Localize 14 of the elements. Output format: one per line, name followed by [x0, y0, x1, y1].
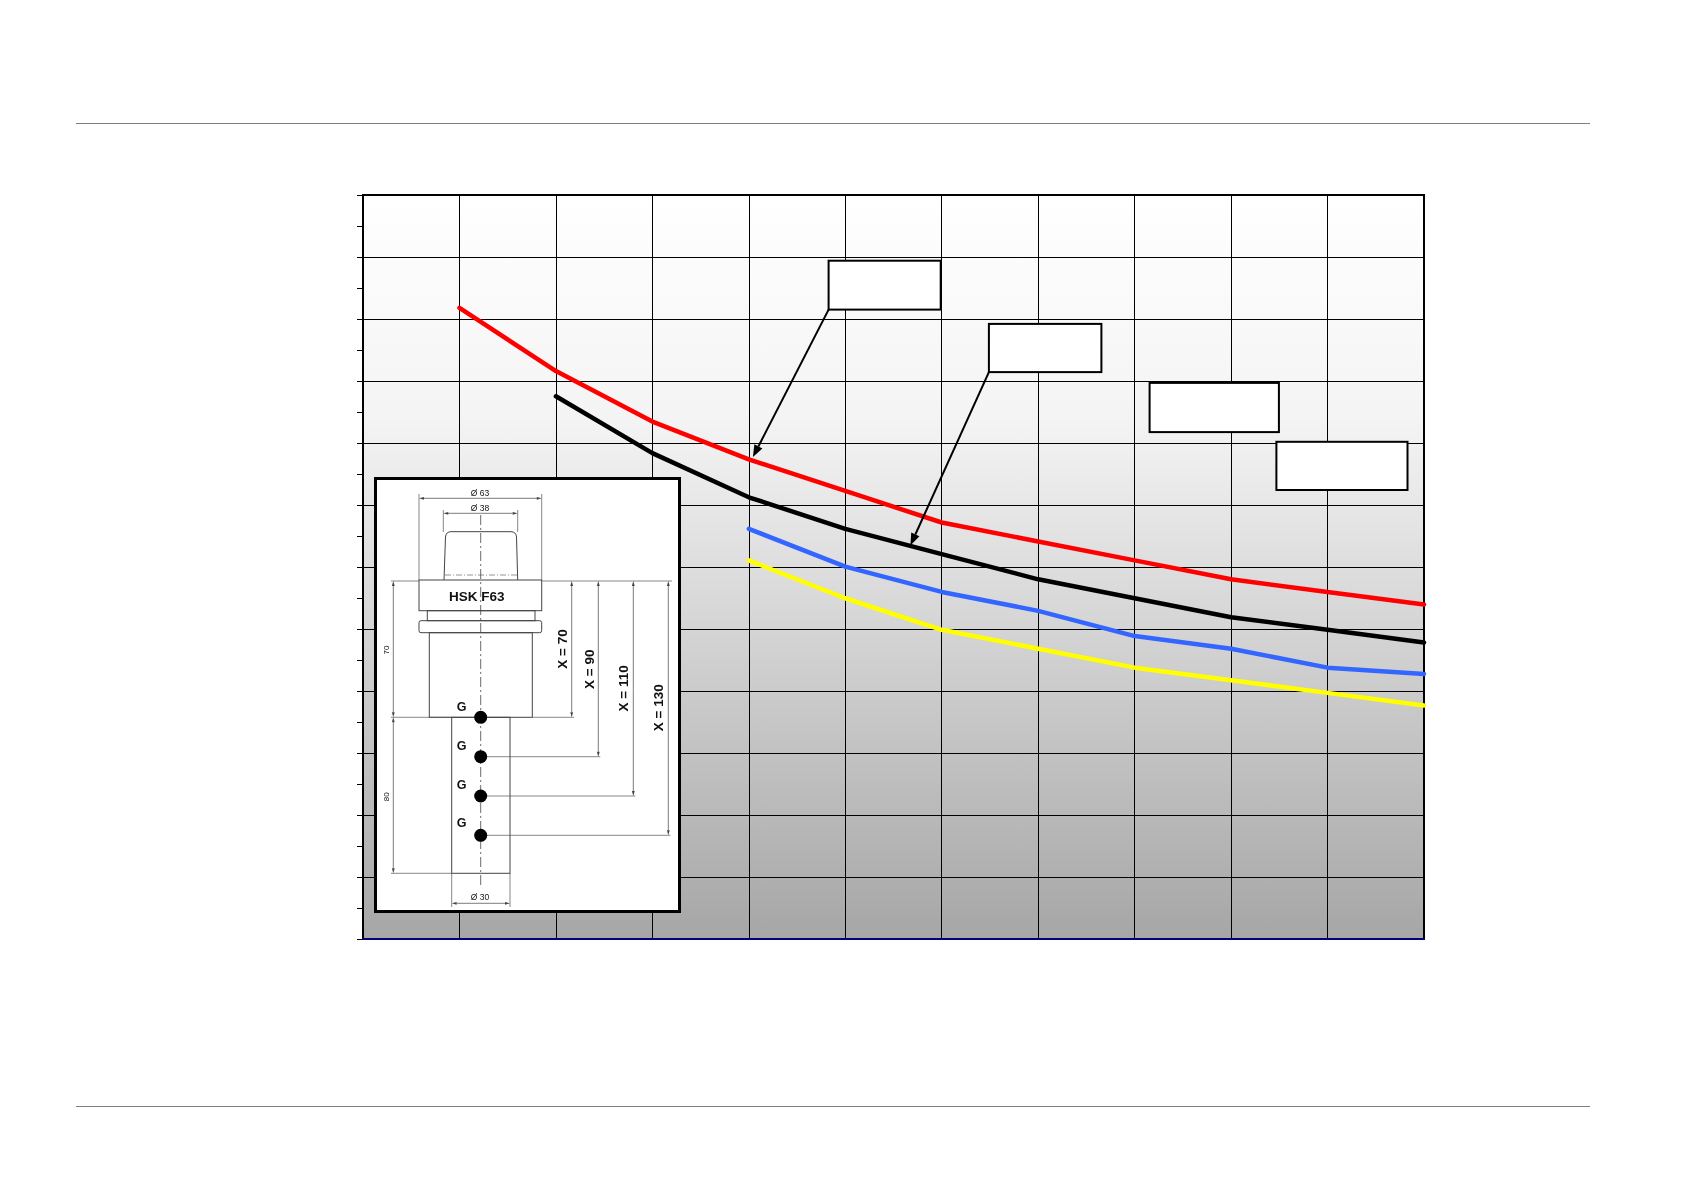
annotation: HSK F63: [448, 588, 505, 604]
annotation: 70: [382, 645, 391, 655]
annotation: G: [456, 699, 467, 714]
annotation: G: [456, 778, 467, 792]
annotation: G: [456, 816, 467, 831]
annotation: G: [456, 739, 467, 753]
annotation: 80: [382, 791, 391, 802]
annotation: X = 90: [581, 649, 597, 689]
annotation: X = 130: [651, 684, 667, 732]
annotation: Ø 30: [470, 892, 490, 902]
annotation: Ø 38: [470, 502, 490, 513]
annotation: X = 70: [555, 629, 571, 669]
annotation: Ø 63: [470, 487, 490, 498]
annotation: X = 110: [616, 665, 632, 712]
